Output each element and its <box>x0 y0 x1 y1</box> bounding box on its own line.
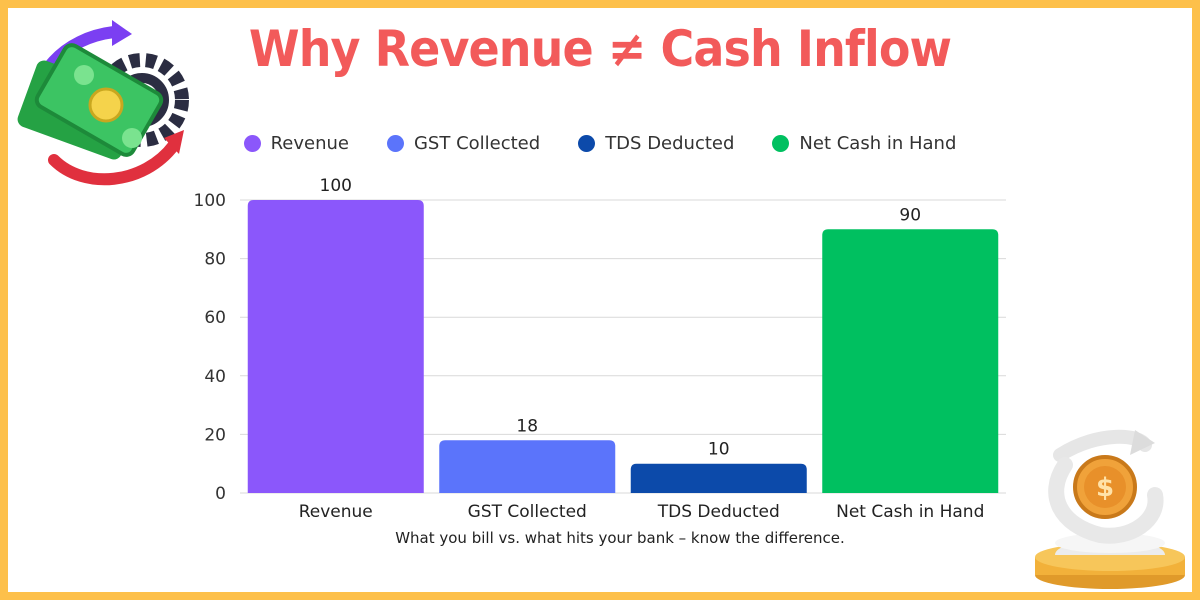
legend-label: GST Collected <box>413 133 541 154</box>
x-tick-label: TDS Deducted <box>657 502 780 522</box>
bar-value-label: 100 <box>320 176 352 196</box>
money-cycle-icon <box>17 20 189 186</box>
legend-swatch <box>243 135 261 152</box>
y-tick-label: 100 <box>194 191 226 211</box>
legend-swatch <box>386 135 404 152</box>
x-tick-label: Net Cash in Hand <box>836 502 984 522</box>
chart-title: Why Revenue ≠ Cash Inflow <box>248 20 952 78</box>
legend-label: Revenue <box>270 133 349 154</box>
bar-value-label: 90 <box>899 205 921 225</box>
bar-value-label: 10 <box>708 440 730 460</box>
legend-label: Net Cash in Hand <box>799 133 957 154</box>
y-tick-label: 40 <box>204 367 226 387</box>
bar <box>247 200 424 493</box>
legend-item: GST Collected <box>386 133 541 154</box>
y-tick-label: 60 <box>204 308 226 328</box>
bar <box>439 440 616 493</box>
x-tick-label: GST Collected <box>468 502 587 522</box>
bar-value-label: 18 <box>516 416 538 436</box>
legend-item: Revenue <box>243 133 349 154</box>
y-tick-label: 20 <box>204 425 226 445</box>
legend-swatch <box>772 135 790 152</box>
legend-item: Net Cash in Hand <box>772 133 956 154</box>
x-tick-label: Revenue <box>299 502 373 522</box>
chart-legend: Revenue GST Collected TDS Deducted Net Cash… <box>0 133 1200 154</box>
bar <box>630 463 807 493</box>
bar <box>822 229 999 494</box>
legend-item: TDS Deducted <box>578 133 734 154</box>
y-tick-label: 80 <box>204 250 226 270</box>
legend-label: TDS Deducted <box>605 133 735 154</box>
y-tick-label: 0 <box>215 484 226 504</box>
svg-text:$: $ <box>1096 473 1114 503</box>
legend-swatch <box>578 135 596 152</box>
coin-growth-icon: $ <box>1035 429 1185 589</box>
chart-subtitle: What you bill vs. what hits your bank – … <box>395 529 845 547</box>
